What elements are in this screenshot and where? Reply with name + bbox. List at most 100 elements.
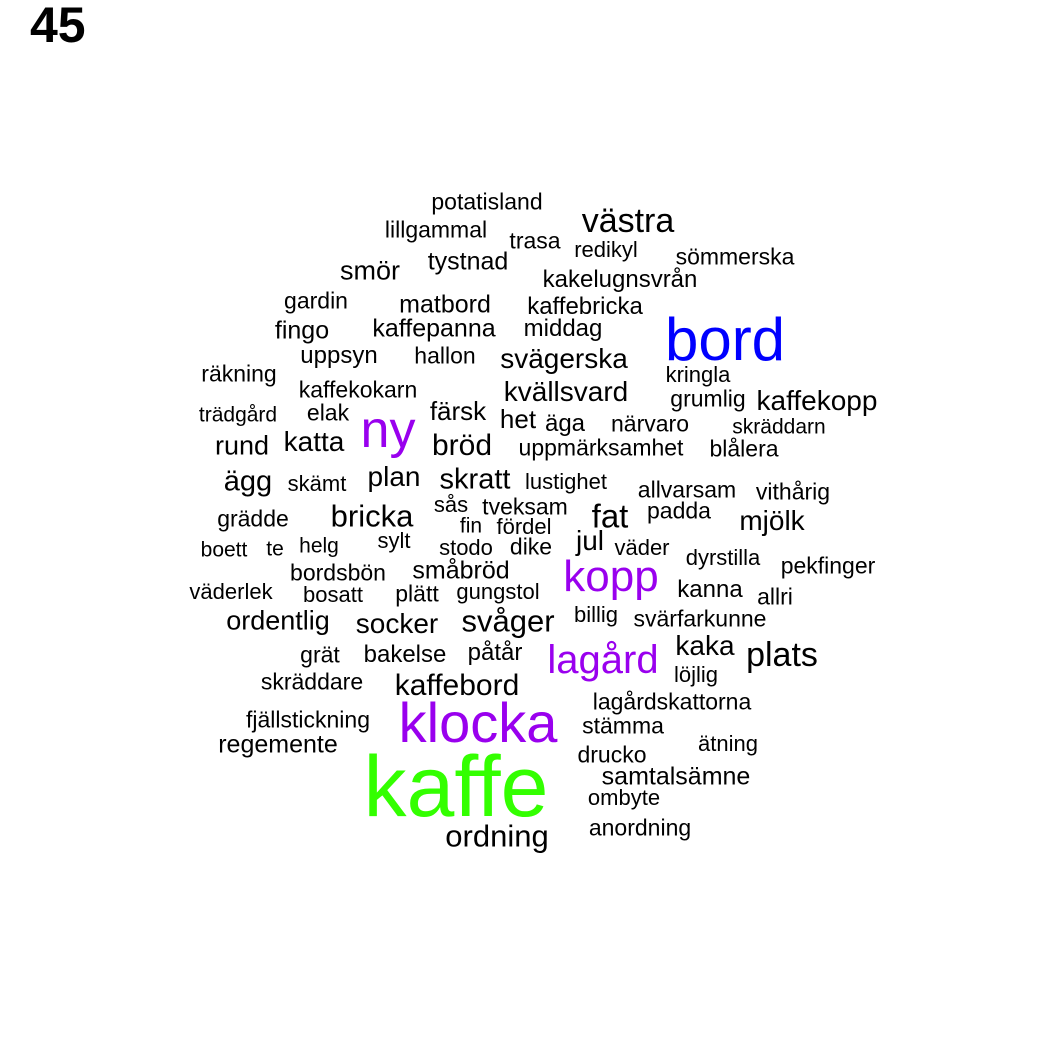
cloud-word: padda bbox=[647, 497, 711, 524]
cloud-word: boett bbox=[200, 538, 248, 562]
cloud-word: väderlek bbox=[189, 579, 273, 604]
cloud-word: räkning bbox=[201, 360, 277, 387]
cloud-word: gungstol bbox=[456, 579, 540, 604]
cloud-word: bröd bbox=[431, 429, 493, 462]
cloud-word: kaffebord bbox=[394, 669, 520, 702]
cloud-word: sömmerska bbox=[675, 243, 795, 270]
cloud-word: samtalsämne bbox=[601, 762, 751, 791]
cloud-word: bosatt bbox=[303, 582, 363, 607]
cloud-word: kaffepanna bbox=[372, 314, 496, 343]
cloud-word: pekfinger bbox=[780, 552, 876, 579]
cloud-word: mjölk bbox=[739, 505, 805, 536]
cloud-word: västra bbox=[581, 202, 675, 240]
cloud-word: fin bbox=[459, 514, 483, 538]
cloud-word: kaffe bbox=[363, 739, 549, 835]
cloud-word: lustighet bbox=[525, 469, 607, 494]
cloud-word: kopp bbox=[563, 552, 659, 601]
cloud-word: småbröd bbox=[412, 556, 510, 585]
cloud-word: blålera bbox=[709, 435, 779, 462]
cloud-word: ordentlig bbox=[226, 605, 330, 636]
cloud-word: billig bbox=[573, 602, 619, 627]
cloud-word: dike bbox=[509, 533, 553, 560]
cloud-word: lagård bbox=[547, 638, 659, 682]
cloud-word: klocka bbox=[398, 691, 558, 754]
cloud-word: kaffekokarn bbox=[298, 376, 418, 403]
cloud-word: potatisland bbox=[431, 188, 543, 215]
cloud-word: kaka bbox=[675, 630, 735, 661]
cloud-word: sylt bbox=[377, 528, 411, 553]
cloud-word: sås bbox=[433, 492, 469, 517]
cloud-word: skratt bbox=[439, 463, 511, 496]
cloud-word: kringla bbox=[665, 362, 731, 387]
cloud-word: helg bbox=[299, 534, 339, 558]
cloud-word: tveksam bbox=[482, 493, 568, 520]
cloud-word: allvarsam bbox=[637, 476, 737, 503]
cloud-word: löjlig bbox=[673, 662, 719, 687]
cloud-word: kakelugnsvrån bbox=[542, 266, 698, 293]
cloud-word: närvaro bbox=[611, 410, 689, 437]
cloud-word: kanna bbox=[677, 576, 743, 603]
cloud-word: grät bbox=[300, 641, 340, 668]
cloud-word: ombyte bbox=[587, 785, 661, 810]
cloud-word: uppmärksamhet bbox=[518, 434, 684, 461]
cloud-word: drucko bbox=[577, 741, 647, 768]
cloud-word: lillgammal bbox=[384, 216, 488, 243]
cloud-word: stodo bbox=[439, 535, 493, 560]
cloud-word: gardin bbox=[284, 287, 348, 314]
cloud-word: vithårig bbox=[755, 478, 831, 505]
cloud-word: plan bbox=[367, 461, 421, 492]
cloud-word: jul bbox=[575, 525, 605, 556]
cloud-word: tystnad bbox=[427, 247, 509, 276]
cloud-word: äga bbox=[544, 410, 586, 437]
cloud-word: matbord bbox=[399, 290, 491, 319]
cloud-word: färsk bbox=[429, 396, 487, 426]
cloud-word: bricka bbox=[330, 498, 414, 534]
cloud-word: bordsbön bbox=[290, 559, 386, 586]
cloud-word: socker bbox=[355, 608, 439, 639]
cloud-word: uppsyn bbox=[300, 342, 378, 369]
cloud-word: allri bbox=[757, 583, 793, 610]
page-number: 45 bbox=[30, 0, 86, 53]
cloud-word: trädgård bbox=[198, 403, 278, 427]
cloud-word: ägg bbox=[223, 465, 273, 498]
cloud-word: smör bbox=[340, 255, 400, 286]
cloud-word: fördel bbox=[496, 514, 552, 539]
cloud-word: grädde bbox=[217, 505, 289, 532]
cloud-word: dyrstilla bbox=[685, 545, 761, 570]
cloud-word: fjällstickning bbox=[246, 706, 370, 733]
cloud-word: påtår bbox=[467, 639, 523, 666]
cloud-word: plats bbox=[746, 636, 818, 674]
cloud-word: rund bbox=[214, 430, 270, 461]
cloud-word: kaffekopp bbox=[756, 385, 878, 416]
cloud-word: elak bbox=[306, 399, 350, 426]
cloud-word: ätning bbox=[698, 731, 758, 756]
cloud-word: svåger bbox=[461, 603, 555, 639]
cloud-word: katta bbox=[283, 426, 345, 457]
cloud-word: plätt bbox=[395, 580, 439, 607]
cloud-word: redikyl bbox=[574, 237, 638, 262]
cloud-word: svägerska bbox=[500, 343, 628, 374]
cloud-word: skräddarn bbox=[732, 415, 826, 439]
cloud-word: skämt bbox=[287, 471, 347, 496]
cloud-word: bord bbox=[664, 306, 786, 373]
cloud-word: bakelse bbox=[363, 641, 447, 668]
cloud-word: lagårdskattorna bbox=[592, 688, 752, 715]
cloud-word: middag bbox=[523, 315, 603, 342]
cloud-word: het bbox=[499, 404, 537, 434]
cloud-word: regemente bbox=[218, 730, 338, 759]
cloud-word: ny bbox=[360, 401, 416, 459]
cloud-word: trasa bbox=[509, 227, 561, 254]
cloud-word: fingo bbox=[274, 316, 330, 345]
cloud-word: kaffebricka bbox=[527, 293, 643, 320]
cloud-word: svärfarkunne bbox=[633, 605, 767, 632]
cloud-word: hallon bbox=[414, 342, 476, 369]
cloud-word: väder bbox=[614, 535, 670, 560]
cloud-word: te bbox=[266, 537, 284, 561]
cloud-word: fat bbox=[591, 497, 629, 535]
cloud-word: stämma bbox=[582, 712, 664, 739]
cloud-word: ordning bbox=[445, 818, 549, 854]
cloud-word: skräddare bbox=[260, 668, 364, 695]
cloud-word: grumlig bbox=[670, 385, 746, 412]
cloud-word: kvällsvard bbox=[503, 376, 629, 407]
